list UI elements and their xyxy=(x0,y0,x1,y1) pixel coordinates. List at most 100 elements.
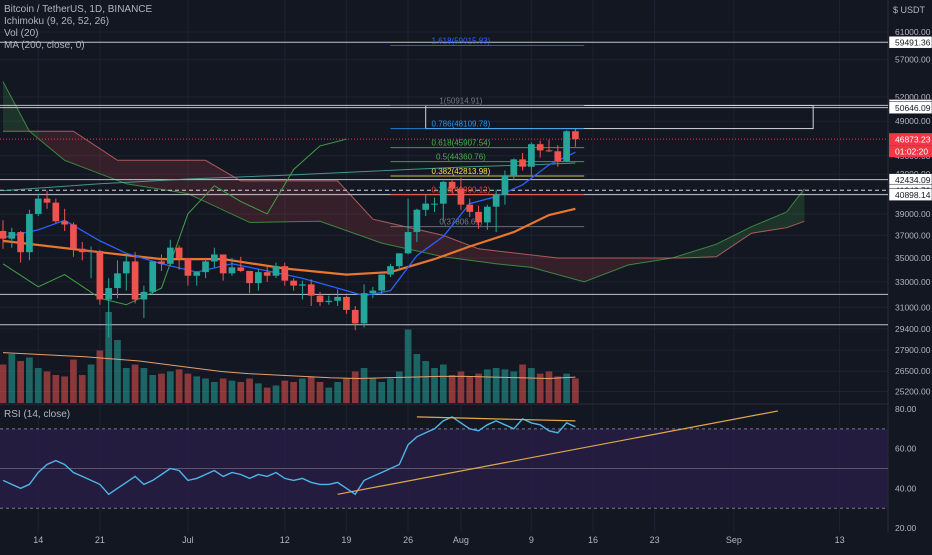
candle-body xyxy=(369,290,377,294)
price-tick-label: 49000.00 xyxy=(895,116,931,126)
candle-body xyxy=(343,296,350,310)
volume-bar xyxy=(475,373,482,403)
candle-body xyxy=(572,131,579,140)
time-tick-label: Aug xyxy=(453,535,469,545)
volume-bar xyxy=(272,385,280,403)
candle-body xyxy=(299,284,306,286)
candle-body xyxy=(70,224,77,249)
rsi-line xyxy=(2,416,576,496)
candle-body xyxy=(202,261,209,273)
rsi-legend[interactable]: RSI (14, close) xyxy=(4,409,71,420)
volume-bar xyxy=(343,378,350,403)
volume-bar xyxy=(360,368,368,403)
level-price-tag xyxy=(888,188,932,201)
time-tick-label: 12 xyxy=(280,535,290,545)
volume-bar xyxy=(545,371,553,403)
volume-bar xyxy=(78,375,86,403)
volume-bar xyxy=(149,375,157,403)
candle-body xyxy=(457,188,465,205)
candle-body xyxy=(448,181,456,189)
ma-legend[interactable]: MA (200, close, 0) xyxy=(4,40,85,51)
time-tick-label: 16 xyxy=(588,535,598,545)
volume-bar xyxy=(492,368,500,403)
indicator-lines xyxy=(2,138,576,306)
candle-body xyxy=(378,274,386,291)
volume-bar xyxy=(316,382,324,403)
candle-body xyxy=(105,288,113,300)
volume-bar xyxy=(351,371,359,403)
candle-body xyxy=(281,266,289,281)
candle-body xyxy=(563,131,570,162)
level-price-label: 40898.14 xyxy=(895,190,931,200)
candle-body xyxy=(387,266,394,275)
currency-prefix: $ xyxy=(893,5,901,15)
volume-bar xyxy=(563,373,570,403)
price-tick-label: 52000.00 xyxy=(895,92,931,102)
price-tick-label: 26500.00 xyxy=(895,366,931,376)
price-tick-label: 37000.00 xyxy=(895,230,931,240)
countdown-label: 01:02:20 xyxy=(895,147,928,157)
candle-body xyxy=(351,309,359,324)
rsi-pane xyxy=(0,410,888,509)
fib-level-label: 0(37806.61) xyxy=(439,218,482,227)
candle-body xyxy=(466,204,474,212)
fib-level-label: 1(50914.91) xyxy=(439,97,482,106)
level-price-label: 42434.09 xyxy=(895,175,931,185)
volume-bar xyxy=(140,368,148,403)
cloud-bearish xyxy=(38,131,673,282)
candle-body xyxy=(519,159,526,167)
rsi-tick-label: 20.00 xyxy=(895,523,917,533)
candle-body xyxy=(246,270,253,284)
volume-bar xyxy=(334,382,341,403)
volume-bars xyxy=(0,312,579,403)
candle-body xyxy=(26,213,33,253)
candle-body xyxy=(131,261,139,300)
candle-body xyxy=(290,280,297,286)
time-axis: 14 21 Jul 12 19 26 Aug 9 16 23 Sep 13 xyxy=(33,535,844,545)
candle-body xyxy=(87,251,95,253)
candle-body xyxy=(8,232,16,239)
volume-bar xyxy=(466,376,474,403)
volume-bar xyxy=(457,371,465,403)
current-price-label: 46873.23 xyxy=(895,135,931,145)
candle-body xyxy=(545,150,553,152)
candle-body xyxy=(307,284,315,296)
time-tick-label: 14 xyxy=(33,535,43,545)
candle-body xyxy=(334,296,341,301)
candle-body xyxy=(34,198,42,214)
volume-bar xyxy=(219,378,227,403)
fib-level-label: 0.5(44360.76) xyxy=(436,153,486,162)
rsi-tick-label: 80.00 xyxy=(895,404,917,414)
candle-body xyxy=(17,232,24,253)
volume-legend[interactable]: Vol (20) xyxy=(4,28,39,39)
candle-body xyxy=(228,267,236,274)
kijun-sen xyxy=(2,207,576,276)
price-tick-label: 25200.00 xyxy=(895,387,931,397)
time-tick-label: 13 xyxy=(835,535,845,545)
volume-bar xyxy=(96,350,104,403)
fib-level-label: 1.618(59015.83) xyxy=(432,36,491,45)
candle-body xyxy=(219,254,227,274)
volume-ma-line xyxy=(2,352,576,380)
rsi-tick-label: 40.00 xyxy=(895,483,917,493)
cloud-bullish xyxy=(3,81,39,139)
volume-bar xyxy=(572,378,579,403)
rsi-tick-label: 60.00 xyxy=(895,444,917,454)
ichimoku-legend[interactable]: Ichimoku (9, 26, 52, 26) xyxy=(4,16,110,27)
volume-bar xyxy=(26,357,33,403)
time-tick-label: Jul xyxy=(182,535,194,545)
currency-label[interactable]: $ USDT xyxy=(893,4,925,16)
currency-code: USDT xyxy=(900,5,926,15)
candle-body xyxy=(554,151,562,162)
candle-body xyxy=(263,272,271,276)
tenkan-sen xyxy=(2,151,576,297)
volume-bar xyxy=(510,371,518,403)
candle-body xyxy=(360,293,368,324)
volume-bar xyxy=(43,371,51,403)
candle-body xyxy=(325,300,333,303)
volume-bar xyxy=(387,378,394,403)
volume-bar xyxy=(369,378,377,403)
